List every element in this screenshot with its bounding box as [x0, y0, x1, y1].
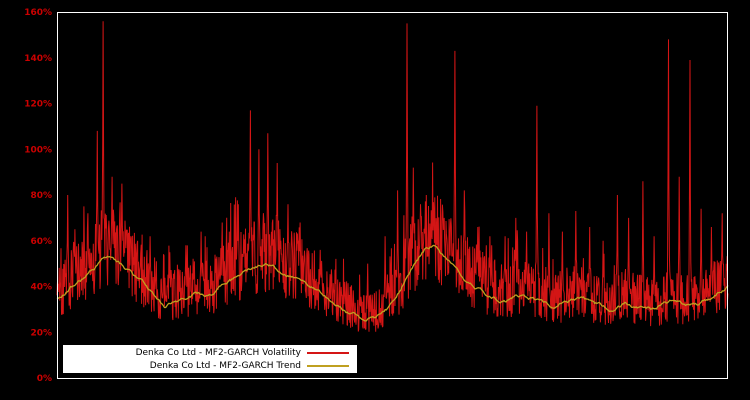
volatility-line: [56, 21, 729, 332]
y-tick-label: 40%: [30, 283, 52, 293]
legend-label-trend: Denka Co Ltd - MF2-GARCH Trend: [149, 360, 301, 371]
plot-frame: [57, 12, 728, 379]
trend-line-sample: [307, 364, 349, 367]
legend: Denka Co Ltd - MF2-GARCH Volatility Denk…: [63, 345, 357, 373]
legend-label-volatility: Denka Co Ltd - MF2-GARCH Volatility: [135, 347, 301, 358]
y-tick-label: 140%: [24, 54, 52, 64]
y-tick-label: 100%: [24, 145, 52, 155]
y-tick-label: 60%: [30, 237, 52, 247]
volatility-line-sample: [307, 351, 349, 354]
legend-item-trend: Denka Co Ltd - MF2-GARCH Trend: [67, 360, 349, 372]
y-tick-label: 0%: [37, 374, 52, 384]
y-tick-label: 160%: [24, 8, 52, 18]
trend-line: [56, 244, 729, 322]
y-tick-label: 120%: [24, 100, 52, 110]
y-tick-label: 80%: [30, 191, 52, 201]
y-tick-label: 20%: [30, 328, 52, 338]
legend-item-volatility: Denka Co Ltd - MF2-GARCH Volatility: [67, 347, 349, 359]
y-axis: 0% 20% 40% 60% 80% 100% 120% 140% 160%: [24, 8, 52, 384]
